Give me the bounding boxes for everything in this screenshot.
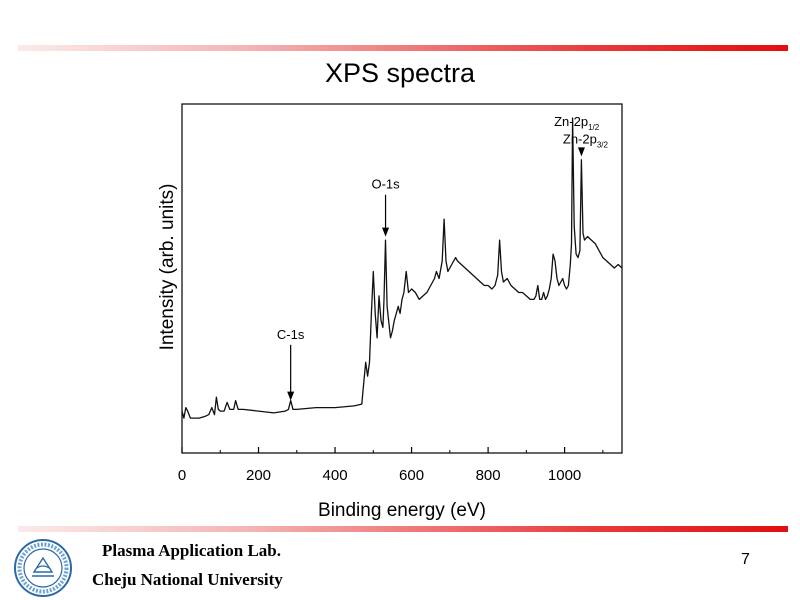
o-1s-label: O-1s xyxy=(371,177,400,192)
university-seal-icon xyxy=(14,539,72,597)
page-number: 7 xyxy=(741,551,750,568)
lab-name: Plasma Application Lab. xyxy=(102,541,282,560)
y-axis-label: Intensity (arb. units) xyxy=(157,184,178,351)
slide-title: XPS spectra xyxy=(324,58,476,88)
zn-2p-3-2-arrow-head xyxy=(577,147,585,157)
bottom-accent-bar xyxy=(18,526,788,532)
x-tick-label-800: 800 xyxy=(476,467,501,484)
x-tick-label-0: 0 xyxy=(178,467,186,484)
series-group xyxy=(181,117,623,419)
x-tick-label-1000: 1000 xyxy=(548,467,581,484)
zn-2p-3-2-label: Zn-2p3/2 xyxy=(563,131,609,149)
x-axis-label: Binding energy (eV) xyxy=(318,500,486,521)
o-1s-arrow-head xyxy=(382,227,390,237)
x-tick-label-600: 600 xyxy=(399,467,424,484)
university-name: Cheju National University xyxy=(92,570,283,589)
plot-border xyxy=(181,103,623,454)
zn-2p-3-2-subscript: 3/2 xyxy=(597,140,609,149)
series-line-spectrum xyxy=(181,117,623,419)
zn-2p-1-2-subscript: 1/2 xyxy=(588,123,600,132)
plot-frame xyxy=(181,103,623,454)
x-tick-label-200: 200 xyxy=(246,467,271,484)
top-accent-bar xyxy=(18,45,788,51)
zn-2p-1-2-label: Zn-2p1/2 xyxy=(554,114,600,132)
c-1s-label: C-1s xyxy=(277,327,305,342)
x-tick-label-400: 400 xyxy=(323,467,348,484)
c-1s-arrow-head xyxy=(287,391,295,401)
x-axis-ticks: 0 200 400 600 800 1000 xyxy=(178,447,604,484)
